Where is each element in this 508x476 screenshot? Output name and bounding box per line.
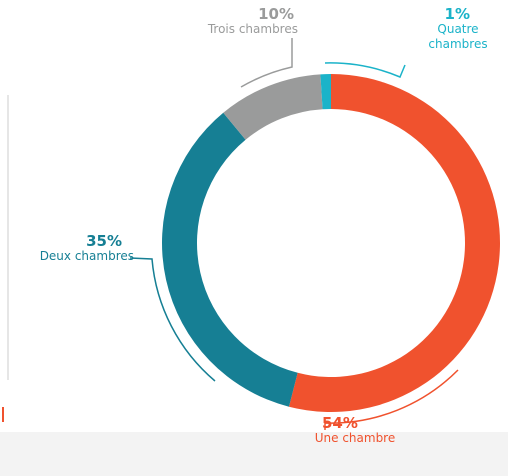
slice — [223, 74, 323, 140]
value-label: 54% — [322, 414, 358, 432]
category-label: Deux chambres — [39, 249, 134, 263]
label: 1% Quatre chambres — [420, 7, 496, 52]
slice — [162, 112, 298, 407]
label: 35% Deux chambres — [14, 234, 134, 264]
callout — [324, 369, 459, 430]
category-label: Une chambre — [314, 431, 396, 445]
value-label: 1% — [444, 5, 470, 23]
label: 54% Une chambre — [300, 416, 410, 446]
footer-band — [0, 432, 508, 476]
callout — [240, 38, 293, 88]
callout — [324, 62, 406, 78]
category-label: Quatre chambres — [428, 22, 488, 51]
category-label: Trois chambres — [207, 22, 298, 36]
slice — [288, 74, 501, 412]
label: 10% Trois chambres — [180, 7, 298, 37]
slice — [320, 74, 331, 110]
donut — [162, 74, 501, 412]
value-label: 35% — [86, 232, 122, 250]
value-label: 10% — [258, 5, 294, 23]
callouts — [129, 38, 459, 430]
callout — [129, 257, 216, 382]
